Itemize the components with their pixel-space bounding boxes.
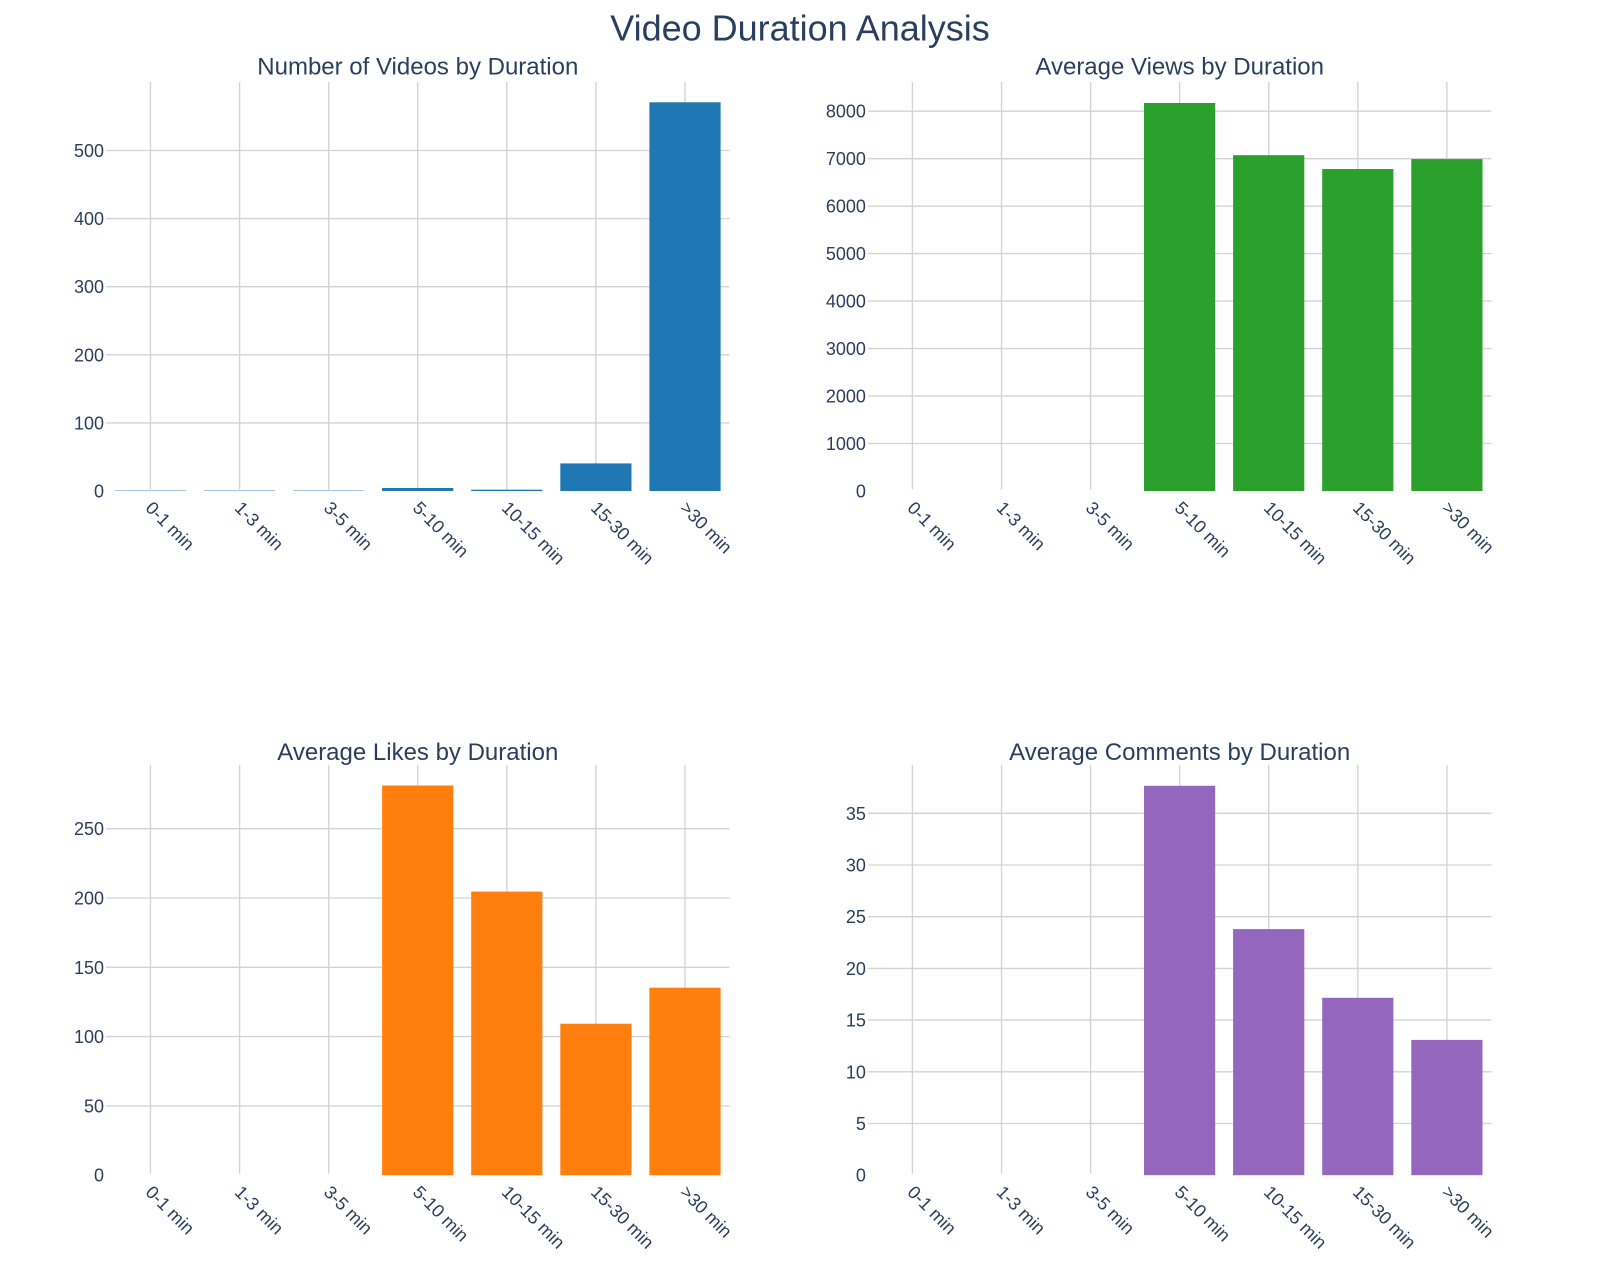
svg-text:6000: 6000 xyxy=(826,197,866,217)
svg-text:0: 0 xyxy=(856,1166,866,1186)
svg-text:3000: 3000 xyxy=(826,339,866,359)
svg-text:0: 0 xyxy=(94,1166,104,1186)
svg-text:Average Comments by Duration: Average Comments by Duration xyxy=(1009,739,1350,766)
svg-text:8000: 8000 xyxy=(826,102,866,122)
svg-text:400: 400 xyxy=(74,209,104,229)
svg-text:10: 10 xyxy=(846,1062,866,1082)
svg-text:15: 15 xyxy=(846,1011,866,1031)
svg-text:0: 0 xyxy=(856,482,866,502)
svg-text:300: 300 xyxy=(74,277,104,297)
svg-text:Average Views by Duration: Average Views by Duration xyxy=(1035,54,1324,81)
svg-text:Average Likes by Duration: Average Likes by Duration xyxy=(277,739,558,766)
svg-text:2000: 2000 xyxy=(826,387,866,407)
svg-text:100: 100 xyxy=(74,1027,104,1047)
svg-text:500: 500 xyxy=(74,141,104,161)
svg-text:Number of Videos by Duration: Number of Videos by Duration xyxy=(257,54,578,81)
svg-text:30: 30 xyxy=(846,856,866,876)
svg-text:50: 50 xyxy=(84,1096,104,1116)
svg-text:5000: 5000 xyxy=(826,244,866,264)
svg-text:7000: 7000 xyxy=(826,149,866,169)
svg-text:250: 250 xyxy=(74,819,104,839)
svg-text:Video Duration Analysis: Video Duration Analysis xyxy=(610,7,990,48)
svg-text:25: 25 xyxy=(846,907,866,927)
svg-text:0: 0 xyxy=(94,482,104,502)
svg-text:150: 150 xyxy=(74,958,104,978)
svg-text:4000: 4000 xyxy=(826,292,866,312)
svg-text:200: 200 xyxy=(74,345,104,365)
svg-text:1000: 1000 xyxy=(826,434,866,454)
svg-text:5: 5 xyxy=(856,1114,866,1134)
svg-text:100: 100 xyxy=(74,413,104,433)
svg-text:200: 200 xyxy=(74,889,104,909)
svg-text:35: 35 xyxy=(846,804,866,824)
svg-text:20: 20 xyxy=(846,959,866,979)
